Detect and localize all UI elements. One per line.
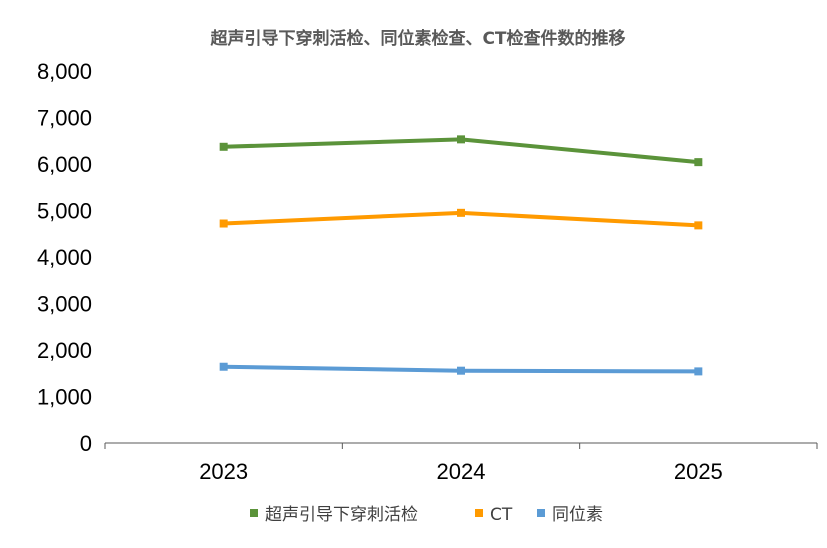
y-tick-label: 3,000 (37, 292, 92, 317)
y-tick-label: 2,000 (37, 338, 92, 363)
legend-label: 超声引导下穿刺活检 (265, 505, 418, 525)
y-tick-label: 0 (80, 431, 92, 456)
axes: 0 1,000 2,000 3,000 4,000 5,000 6,000 7,000 8,00… (37, 59, 818, 484)
legend-marker (475, 509, 483, 517)
y-tick-label: 7,000 (37, 106, 92, 131)
data-point (457, 208, 465, 217)
data-point (219, 142, 228, 151)
series-2 (219, 362, 703, 376)
x-tick-label: 2025 (674, 459, 723, 484)
data-point (694, 367, 703, 376)
y-tick-label: 6,000 (37, 152, 92, 177)
series-1 (219, 208, 703, 230)
legend-marker (537, 509, 545, 517)
series-group (219, 135, 703, 376)
y-tick-label: 4,000 (37, 245, 92, 270)
data-point (694, 158, 703, 167)
y-tick-label: 5,000 (37, 199, 92, 224)
series-0 (219, 135, 703, 167)
y-tick-label: 8,000 (37, 59, 92, 84)
x-tick-label: 2023 (199, 459, 248, 484)
legend-label: CT (490, 505, 513, 525)
data-point (457, 135, 465, 144)
y-tick-label: 1,000 (37, 385, 92, 410)
legend: 超声引导下穿刺活检 CT 同位素 (250, 505, 603, 525)
chart-title: 超声引导下穿刺活检、同位素检查、CT检查件数的推移 (210, 28, 625, 49)
data-point (457, 366, 465, 375)
legend-marker (250, 509, 258, 517)
data-point (219, 219, 228, 228)
x-tick-label: 2024 (437, 459, 486, 484)
legend-label: 同位素 (552, 505, 603, 525)
data-point (694, 221, 703, 230)
data-point (219, 362, 228, 371)
